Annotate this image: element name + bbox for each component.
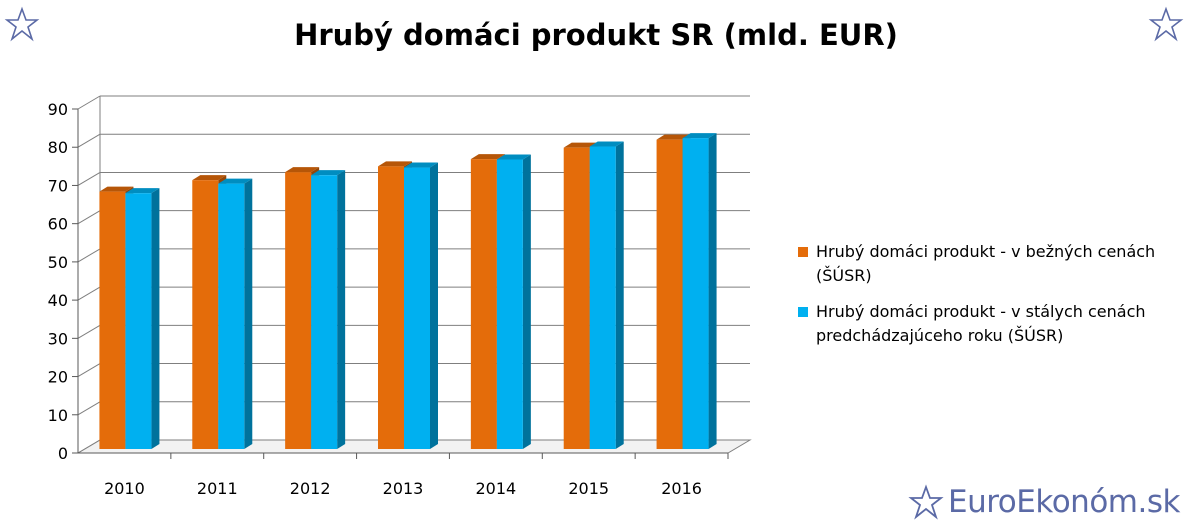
legend-label: Hrubý domáci produkt - v stálych cenách … xyxy=(816,302,1146,345)
x-tick-label: 2011 xyxy=(197,479,238,498)
gridline-side xyxy=(77,210,101,225)
y-tick-label: 30 xyxy=(48,329,68,348)
y-tick-label: 50 xyxy=(48,253,68,272)
gridline-side xyxy=(77,248,101,263)
gridline-side xyxy=(77,133,101,148)
gridline-side xyxy=(77,363,101,377)
bar-2010-series-2 xyxy=(125,188,160,449)
y-tick-label: 60 xyxy=(48,215,68,234)
chart-legend: Hrubý domáci produkt - v bežných cenách … xyxy=(798,240,1178,360)
gridline-side xyxy=(77,286,101,301)
legend-swatch-blue xyxy=(798,307,808,317)
y-tick-label: 0 xyxy=(58,444,68,463)
y-tick-label: 20 xyxy=(48,368,68,387)
y-tick-label: 40 xyxy=(48,291,68,310)
bar-2015-series-2 xyxy=(589,141,624,449)
gridline-side xyxy=(77,324,101,339)
brand-text: EuroEkonóm.sk xyxy=(948,484,1180,520)
x-tick-label: 2015 xyxy=(568,479,609,498)
gridline-side xyxy=(77,95,101,110)
x-tick-label: 2014 xyxy=(475,479,516,498)
gridline-side xyxy=(77,401,101,416)
x-tick-label: 2016 xyxy=(661,479,702,498)
chart-title: Hrubý domáci produkt SR (mld. EUR) xyxy=(294,18,898,52)
legend-item-current-prices: Hrubý domáci produkt - v bežných cenách … xyxy=(798,240,1178,288)
bar-2011-series-2 xyxy=(218,178,253,449)
bar-2016-series-2 xyxy=(682,133,717,449)
legend-swatch-orange xyxy=(798,247,808,257)
star-outline-icon xyxy=(4,6,40,42)
y-tick-label: 90 xyxy=(48,100,68,119)
chart-labels: 0 10 20 30 40 50 60 70 80 90 2010 2011 2012 2013 2014 2… xyxy=(48,100,702,498)
bar-2012-series-2 xyxy=(311,170,346,449)
bar-2014-series-2 xyxy=(496,154,531,449)
x-tick-label: 2012 xyxy=(290,479,331,498)
x-tick-label: 2013 xyxy=(383,479,424,498)
bar-2013-series-2 xyxy=(404,162,438,449)
y-tick-label: 10 xyxy=(48,406,68,425)
star-outline-icon xyxy=(1148,6,1184,42)
x-tick-label: 2010 xyxy=(104,479,145,498)
y-tick-label: 80 xyxy=(48,138,68,157)
gridline-side xyxy=(77,439,101,454)
chart-bars xyxy=(99,133,717,449)
gridline-side xyxy=(77,172,101,186)
legend-item-constant-prices: Hrubý domáci produkt - v stálych cenách … xyxy=(798,300,1178,348)
legend-label: Hrubý domáci produkt - v bežných cenách … xyxy=(816,242,1156,285)
brand-logo: EuroEkonóm.sk xyxy=(908,482,1180,522)
y-tick-label: 70 xyxy=(48,176,68,195)
star-outline-icon xyxy=(908,484,944,520)
